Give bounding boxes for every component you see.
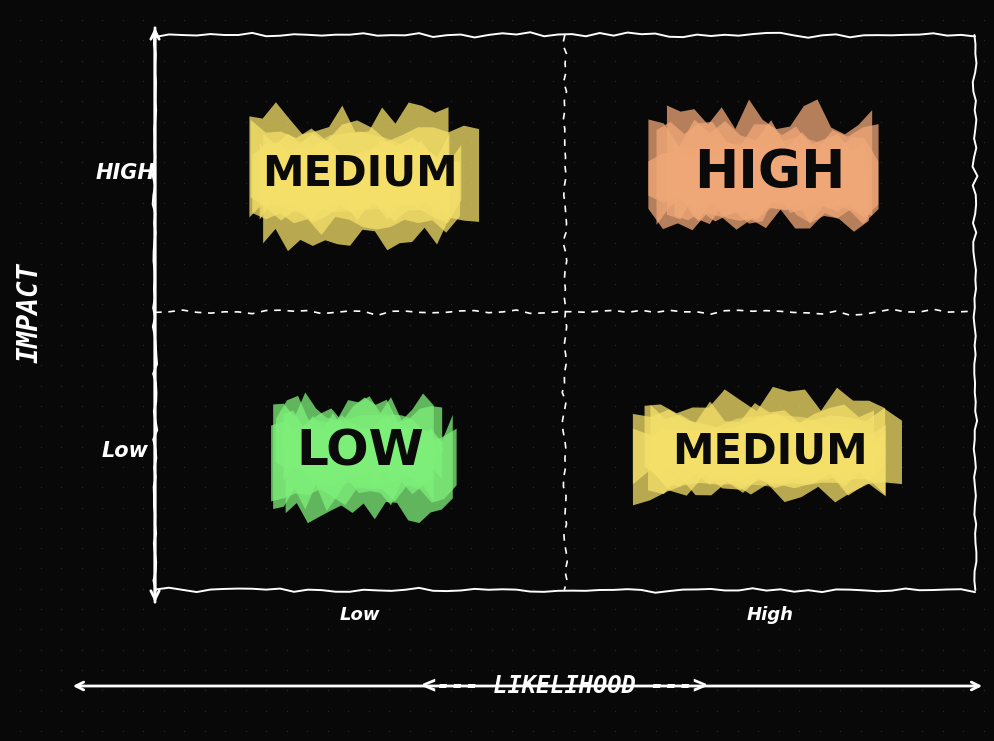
- Polygon shape: [266, 131, 457, 213]
- Polygon shape: [648, 147, 869, 232]
- Polygon shape: [271, 422, 456, 505]
- Text: HIGH: HIGH: [95, 163, 155, 183]
- Polygon shape: [273, 393, 433, 511]
- Polygon shape: [250, 120, 479, 222]
- Polygon shape: [657, 122, 866, 225]
- Polygon shape: [671, 136, 872, 210]
- Polygon shape: [252, 142, 460, 235]
- Polygon shape: [259, 140, 461, 223]
- Text: Low: Low: [340, 606, 381, 624]
- Polygon shape: [263, 133, 449, 251]
- Polygon shape: [648, 119, 879, 224]
- Polygon shape: [285, 415, 453, 523]
- Text: MEDIUM: MEDIUM: [262, 152, 458, 194]
- Text: High: High: [746, 606, 793, 624]
- Polygon shape: [667, 99, 872, 224]
- Polygon shape: [281, 414, 443, 485]
- Polygon shape: [670, 414, 885, 487]
- Polygon shape: [648, 428, 886, 495]
- Polygon shape: [644, 387, 885, 482]
- Text: LOW: LOW: [296, 427, 423, 475]
- Polygon shape: [283, 411, 432, 486]
- Text: <--- LIKELIHOOD --->: <--- LIKELIHOOD --->: [422, 674, 708, 698]
- Polygon shape: [249, 102, 448, 217]
- Text: IMPACT: IMPACT: [16, 262, 44, 363]
- Text: HIGH: HIGH: [695, 147, 846, 199]
- Polygon shape: [650, 402, 874, 488]
- Text: MEDIUM: MEDIUM: [672, 430, 868, 472]
- Text: Low: Low: [101, 441, 148, 461]
- Polygon shape: [633, 422, 886, 505]
- Polygon shape: [276, 396, 442, 486]
- Polygon shape: [633, 408, 902, 496]
- Polygon shape: [675, 137, 878, 223]
